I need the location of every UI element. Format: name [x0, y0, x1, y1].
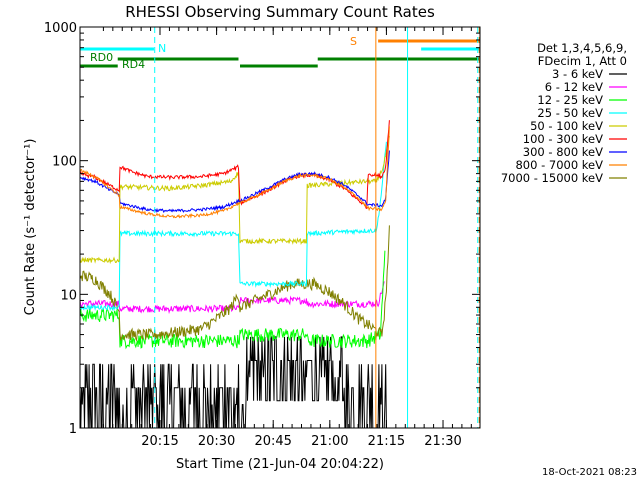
- legend-entry-label: 12 - 25 keV: [537, 93, 603, 107]
- series-line-1: [79, 281, 385, 315]
- y-tick-label: 1000: [44, 21, 77, 36]
- legend-entry-label: 100 - 300 keV: [523, 132, 603, 146]
- series-line-3: [79, 141, 387, 312]
- legend-entry-label: 800 - 7000 keV: [515, 158, 603, 172]
- legend-header-line: FDecim 1, Att 0: [538, 54, 627, 68]
- legend-header-line: Det 1,3,4,5,6,9,: [537, 41, 627, 55]
- series-line-5: [79, 120, 390, 210]
- x-tick-label: 20:45: [254, 434, 291, 449]
- y-tick-label: 100: [52, 155, 77, 170]
- y-tick-label: 1: [69, 422, 77, 437]
- legend-entry-label: 7000 - 15000 keV: [501, 171, 603, 185]
- x-tick-label: 21:30: [424, 434, 461, 449]
- x-tick-label: 20:30: [198, 434, 235, 449]
- chart-title: RHESSI Observing Summary Count Rates: [125, 3, 435, 21]
- y-axis-label: Count Rate (s⁻¹ detector⁻¹): [23, 139, 38, 316]
- plot-area: [79, 120, 390, 429]
- series-line-8: [79, 225, 390, 342]
- legend: Det 1,3,4,5,6,9,FDecim 1, Att 03 - 6 keV…: [501, 41, 627, 185]
- timestamp: 18-Oct-2021 08:23: [542, 467, 637, 478]
- flag-bars: RD0 RD4 N S: [80, 35, 480, 71]
- legend-entry-label: 50 - 100 keV: [530, 119, 603, 133]
- series-line-6: [79, 150, 390, 214]
- legend-entry-label: 3 - 6 keV: [552, 67, 603, 81]
- plot-frame: [79, 26, 481, 429]
- y-tick-label: 10: [60, 288, 77, 303]
- axes: 1 10 100 1000 20:15 20:30 20:45 21:00 21:15 21:30: [44, 21, 481, 449]
- saa-flag-label: S: [350, 35, 357, 48]
- x-axis-label: Start Time (21-Jun-04 20:04:22): [176, 457, 384, 472]
- series-line-4: [79, 135, 390, 265]
- series-line-7: [79, 126, 390, 219]
- series-line-2: [79, 250, 386, 350]
- legend-entry-label: 300 - 800 keV: [523, 145, 603, 159]
- legend-entry-label: 25 - 50 keV: [537, 106, 603, 120]
- x-tick-label: 20:15: [141, 434, 178, 449]
- legend-entry-label: 6 - 12 keV: [545, 80, 603, 94]
- x-tick-label: 21:15: [368, 434, 405, 449]
- attenuator-flag-label: RD4: [122, 58, 145, 71]
- x-tick-label: 21:00: [311, 434, 348, 449]
- night-flag-label: N: [158, 42, 166, 55]
- attenuator-flag-label: RD0: [90, 51, 113, 64]
- series-line-0: [79, 336, 387, 429]
- vertical-markers: [79, 27, 480, 428]
